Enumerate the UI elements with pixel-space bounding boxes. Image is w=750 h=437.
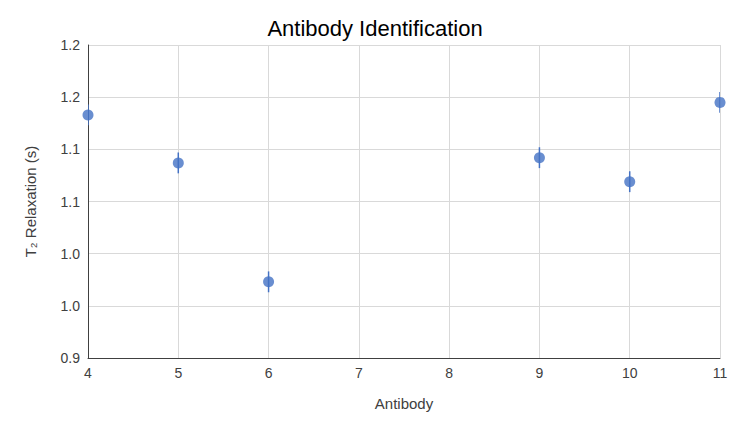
svg-text:1.2: 1.2 xyxy=(61,37,81,53)
svg-text:1.1: 1.1 xyxy=(61,141,81,157)
svg-text:9: 9 xyxy=(536,365,544,381)
svg-text:1.2: 1.2 xyxy=(61,89,81,105)
svg-text:1.0: 1.0 xyxy=(61,298,81,314)
svg-text:1.1: 1.1 xyxy=(61,194,81,210)
svg-text:1.0: 1.0 xyxy=(61,246,81,262)
svg-text:Antibody: Antibody xyxy=(375,395,434,412)
svg-text:5: 5 xyxy=(174,365,182,381)
svg-text:4: 4 xyxy=(84,365,92,381)
svg-text:0.9: 0.9 xyxy=(61,350,81,366)
svg-text:6: 6 xyxy=(265,365,273,381)
svg-text:Antibody Identification: Antibody Identification xyxy=(267,16,482,41)
svg-text:11: 11 xyxy=(713,365,728,381)
svg-text:7: 7 xyxy=(355,365,363,381)
svg-text:10: 10 xyxy=(622,365,638,381)
svg-text:8: 8 xyxy=(445,365,453,381)
svg-text:T₂ Relaxation (s): T₂ Relaxation (s) xyxy=(22,146,39,258)
